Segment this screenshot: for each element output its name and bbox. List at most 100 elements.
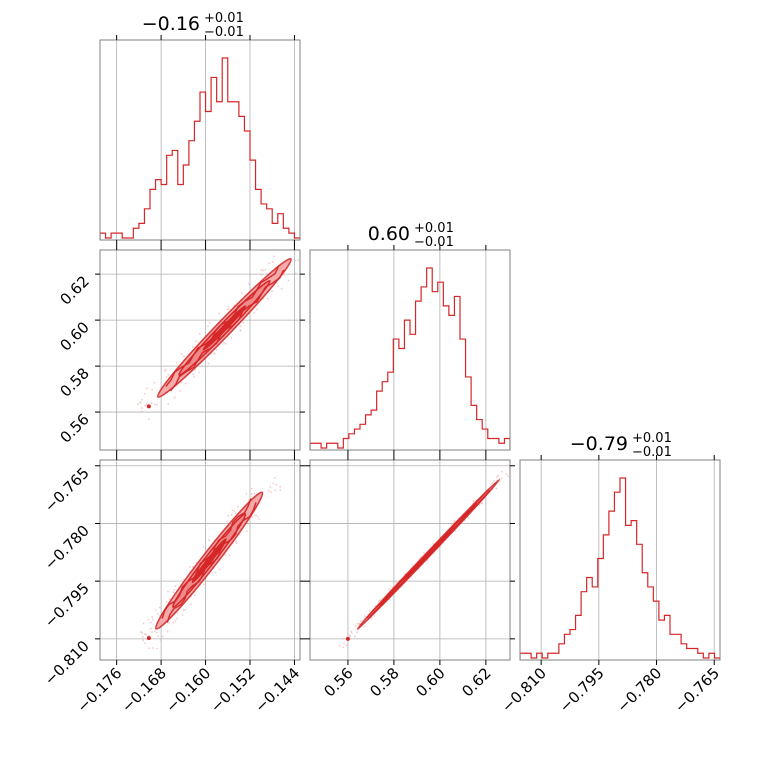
contour-line — [165, 265, 280, 387]
sample-point — [227, 305, 230, 308]
sample-point — [370, 616, 373, 619]
sample-point — [207, 325, 209, 328]
y-tick-label-2-0: −0.810 — [41, 637, 93, 689]
sample-point — [158, 606, 161, 609]
sample-point — [267, 297, 269, 300]
sample-point — [279, 489, 282, 492]
sample-point — [491, 482, 494, 485]
sample-point — [239, 325, 242, 328]
title-param-0-upper: +0.01 — [204, 11, 244, 26]
sample-point — [176, 612, 179, 614]
title-param-0: −0.16 — [142, 13, 200, 35]
sample-point — [226, 520, 229, 523]
panel-frame — [99, 459, 301, 661]
sample-point — [137, 403, 139, 406]
sample-point — [345, 644, 348, 647]
sample-point — [150, 627, 152, 630]
sample-point — [184, 382, 187, 385]
sample-point — [481, 502, 484, 505]
sample-outlier — [345, 636, 350, 641]
sample-point — [230, 337, 233, 339]
sample-point — [450, 523, 453, 526]
sample-point — [311, 256, 313, 258]
title-param-1-upper: +0.01 — [414, 221, 454, 236]
sample-point — [224, 554, 226, 556]
sample-point — [307, 246, 309, 248]
sample-point — [182, 355, 185, 358]
sample-point — [194, 368, 197, 371]
sample-point — [226, 308, 229, 311]
sample-point — [167, 403, 170, 405]
sample-point — [197, 371, 200, 374]
sample-point — [193, 375, 195, 378]
sample-point — [298, 235, 300, 237]
sample-point — [269, 491, 272, 494]
sample-point — [253, 514, 256, 517]
sample-point — [388, 598, 391, 601]
sample-point — [262, 269, 265, 272]
sample-point — [165, 375, 168, 378]
panel-frame — [519, 459, 721, 661]
x-tick-label-2-0: −0.810 — [498, 664, 550, 716]
x-tick-label-1-2: 0.60 — [412, 664, 448, 700]
sample-point — [280, 287, 283, 290]
sample-point — [156, 403, 158, 406]
sample-point — [313, 251, 315, 253]
sample-point — [155, 647, 158, 650]
sample-point — [277, 285, 280, 288]
sample-point — [168, 598, 171, 601]
sample-point — [242, 321, 245, 324]
sample-point — [350, 632, 353, 634]
sample-point — [379, 599, 382, 602]
sample-point — [195, 340, 197, 343]
sample-point — [172, 621, 175, 624]
sample-point — [356, 631, 358, 634]
sample-point — [260, 274, 263, 276]
sample-point — [395, 581, 398, 584]
sample-point — [173, 588, 176, 591]
contour-line — [367, 489, 491, 620]
sample-point — [506, 475, 509, 478]
sample-point — [235, 540, 237, 543]
sample-point — [167, 590, 169, 593]
sample-point — [146, 387, 148, 390]
sample-point — [151, 388, 154, 391]
sample-point — [373, 614, 376, 617]
sample-point — [161, 635, 164, 638]
sample-point — [245, 492, 248, 495]
sample-point — [201, 365, 204, 368]
y-tick-label-1-3: 0.62 — [56, 272, 92, 308]
y-tick-label-2-2: −0.780 — [41, 522, 93, 574]
sample-point — [166, 630, 169, 633]
sample-point — [180, 352, 183, 355]
sample-point — [250, 493, 253, 495]
sample-point — [227, 514, 230, 517]
sample-point — [273, 255, 275, 258]
sample-point — [294, 259, 297, 262]
sample-point — [228, 554, 231, 557]
sample-point — [269, 486, 272, 488]
sample-point — [224, 342, 227, 345]
sample-point — [343, 642, 345, 645]
x-tick-label-2-1: −0.795 — [556, 664, 608, 716]
sample-point — [198, 332, 201, 335]
sample-point — [353, 635, 356, 638]
sample-point — [183, 609, 186, 611]
x-tick-label-1-3: 0.62 — [458, 664, 494, 700]
sample-point — [207, 362, 210, 365]
sample-outlier — [146, 404, 151, 409]
sample-point — [357, 628, 360, 631]
sample-point — [202, 546, 205, 548]
sample-point — [203, 583, 206, 586]
sample-point — [495, 487, 498, 490]
sample-point — [145, 633, 147, 636]
title-param-2-upper: +0.01 — [632, 431, 672, 446]
y-tick-label-1-1: 0.58 — [56, 364, 92, 400]
sample-point — [297, 243, 299, 245]
sample-point — [174, 585, 177, 588]
sample-point — [253, 492, 256, 495]
sample-point — [256, 308, 258, 311]
sample-point — [151, 616, 154, 619]
sample-point — [516, 465, 518, 467]
